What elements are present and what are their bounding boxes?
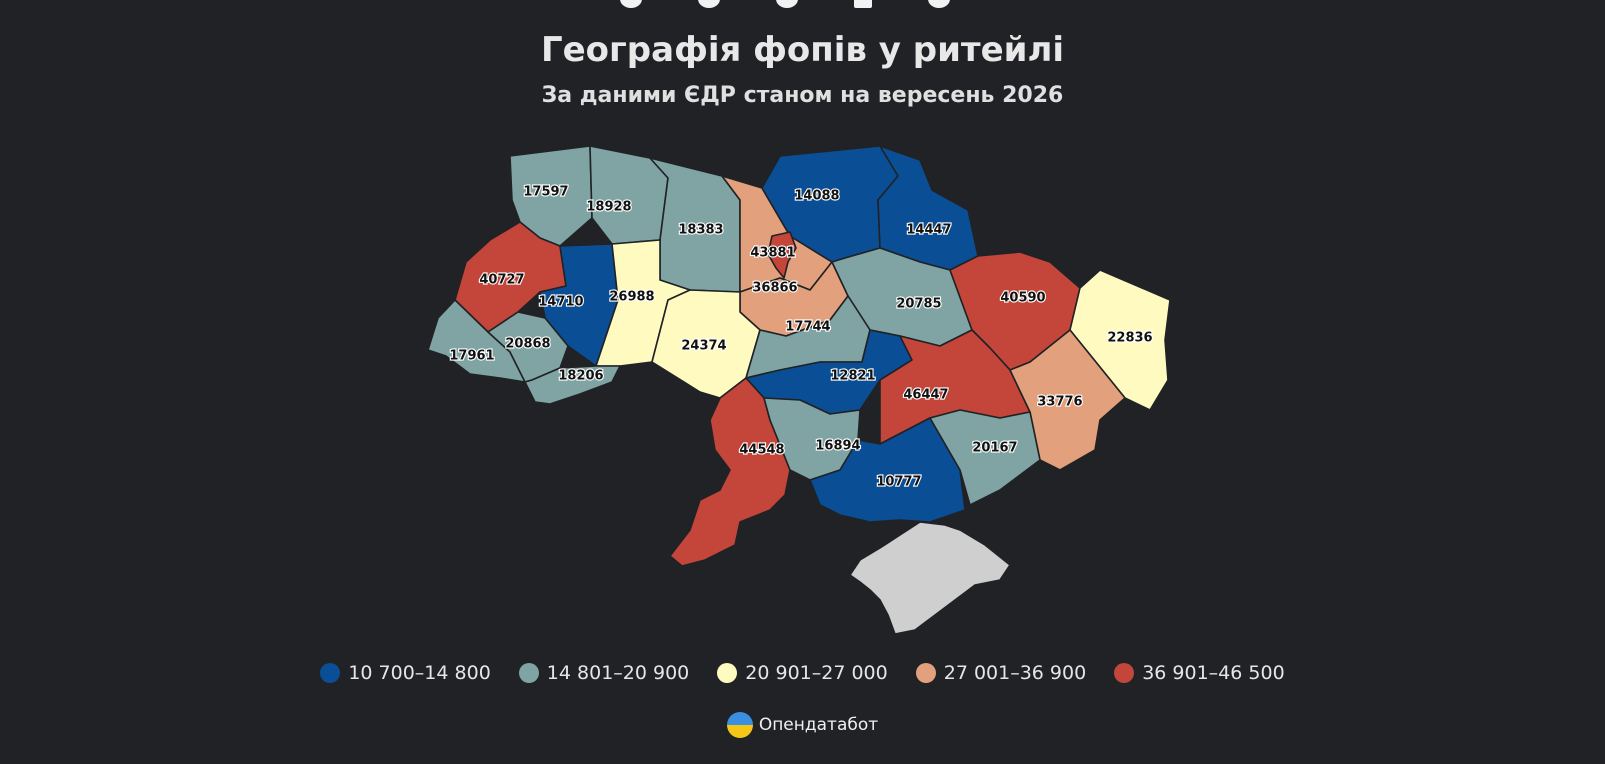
region-value-labels: 17597 18928 18383 43881 14088 14447 40727 14710…: [448, 183, 1153, 490]
region-value-label: 20785: [896, 297, 941, 312]
region-value-label: 14447: [906, 223, 951, 238]
region-chernivtsi: [524, 365, 621, 405]
region-value-label: 18206: [558, 369, 603, 384]
region-value-label: 43881: [750, 246, 795, 261]
linkedin-icon[interactable]: [854, 0, 872, 8]
region-kyiv-city: [767, 231, 797, 279]
legend-item: 14 801–20 900: [518, 662, 690, 684]
region-sumy: [877, 145, 979, 271]
viber-icon[interactable]: [928, 0, 950, 8]
region-value-label: 17597: [523, 185, 568, 200]
legend-item: 10 700–14 800: [320, 662, 491, 684]
brand-name: Опендатабот: [758, 715, 879, 735]
map-subtitle: За даними ЄДР станом на вересень 2026: [541, 83, 1064, 108]
region-value-label: 22836: [1107, 331, 1152, 346]
legend-label: 36 901–46 500: [1142, 662, 1285, 684]
region-value-label: 36866: [752, 281, 797, 296]
share-bar: [620, 0, 950, 8]
legend-item: 27 001–36 900: [915, 662, 1087, 684]
region-value-label: 18928: [586, 200, 631, 215]
region-value-label: 26988: [609, 290, 654, 305]
legend: 10 700–14 800 14 801–20 900 20 901–27 00…: [0, 662, 1605, 684]
map-title: Географія фопів у ритейлі: [540, 30, 1065, 70]
region-value-label: 24374: [681, 339, 726, 354]
legend-swatch: [717, 663, 738, 683]
legend-swatch: [1114, 663, 1135, 683]
legend-label: 20 901–27 000: [745, 662, 888, 684]
telegram-icon[interactable]: [776, 0, 798, 8]
region-value-label: 14710: [538, 295, 583, 310]
region-value-label: 46447: [903, 388, 948, 403]
region-zaporizhzhia: [929, 409, 1041, 506]
legend-swatch: [518, 663, 539, 683]
region-value-label: 33776: [1037, 395, 1082, 410]
region-value-label: 44548: [739, 443, 784, 458]
region-value-label: 14088: [794, 189, 839, 204]
region-value-label: 20868: [505, 337, 550, 352]
opendatabot-logo-icon: [726, 712, 753, 738]
region-value-label: 16894: [815, 439, 860, 454]
legend-label: 14 801–20 900: [546, 662, 690, 684]
facebook-icon[interactable]: [698, 0, 720, 8]
region-value-label: 12821: [830, 369, 875, 384]
region-value-label: 40727: [479, 273, 524, 288]
legend-swatch: [320, 663, 341, 683]
region-value-label: 17961: [449, 349, 494, 364]
legend-item: 36 901–46 500: [1114, 662, 1285, 684]
legend-label: 27 001–36 900: [943, 662, 1087, 684]
legend-label: 10 700–14 800: [348, 662, 491, 684]
legend-swatch: [915, 663, 936, 683]
region-crimea: [849, 521, 1011, 635]
brand[interactable]: Опендатабот: [0, 712, 1605, 738]
region-value-label: 20167: [972, 441, 1017, 456]
region-value-label: 10777: [876, 475, 921, 490]
region-value-label: 17744: [785, 320, 830, 335]
region-value-label: 40590: [1000, 291, 1045, 306]
region-value-label: 18383: [678, 223, 723, 238]
share-icon[interactable]: [620, 0, 642, 8]
legend-item: 20 901–27 000: [717, 662, 888, 684]
